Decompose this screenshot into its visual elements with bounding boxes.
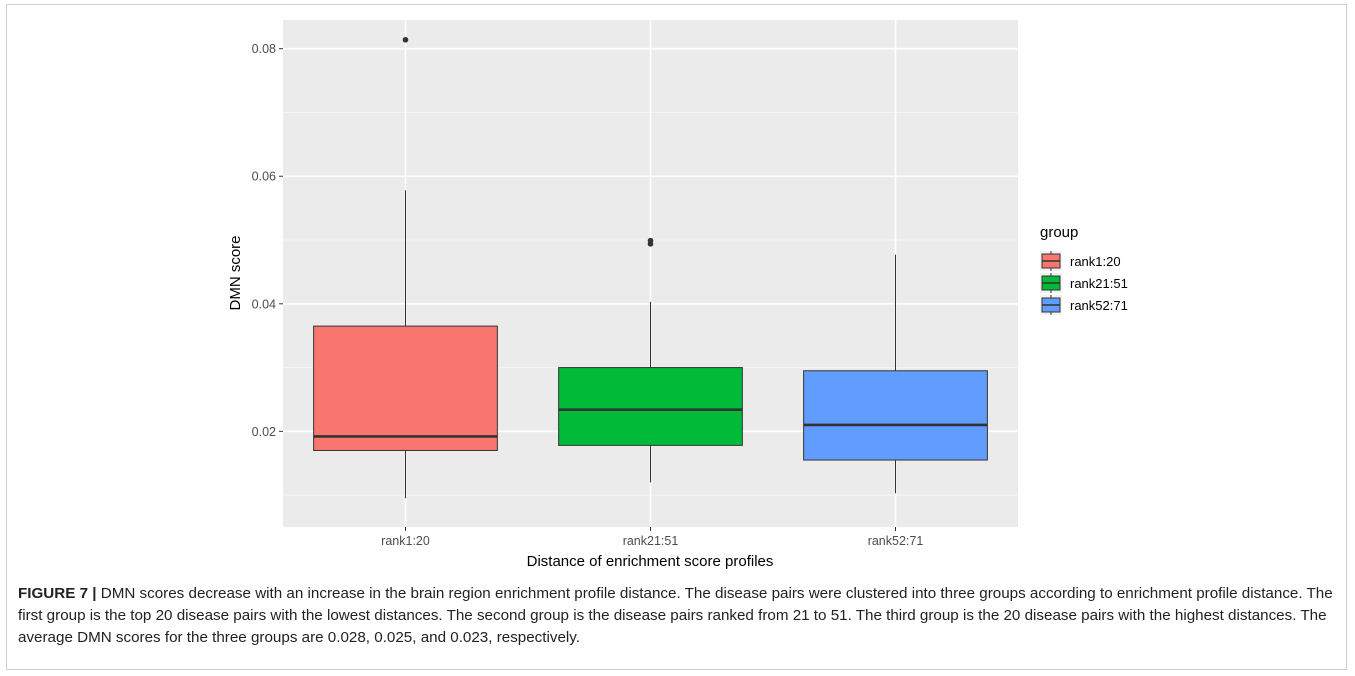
figure-frame [6, 4, 1347, 670]
y-axis-ticks: 0.02 0.04 0.06 0.08 [252, 42, 283, 439]
x-axis-title: Distance of enrichment score profiles [527, 553, 774, 570]
y-axis-title: DMN score [227, 235, 244, 310]
box-body [313, 325, 498, 451]
x-tick-label: rank21:51 [623, 534, 679, 548]
legend-title: group [1040, 224, 1078, 241]
y-tick-label: 0.08 [252, 42, 276, 56]
legend-items: rank1:20 rank21:51 rank52:71 [1040, 251, 1128, 315]
caption-label: FIGURE 7 | [18, 585, 97, 602]
legend-label: rank1:20 [1070, 254, 1121, 269]
x-tick-label: rank1:20 [381, 534, 430, 548]
legend-label: rank52:71 [1070, 298, 1128, 313]
figure-caption: FIGURE 7 | DMN scores decrease with an i… [18, 583, 1338, 649]
x-tick-label: rank52:71 [868, 534, 924, 548]
box-rank21:51 [558, 237, 743, 483]
x-axis-ticks: rank1:20 rank21:51 rank52:71 [381, 527, 923, 548]
legend-item-rank21:51: rank21:51 [1040, 273, 1128, 293]
outlier-point [402, 36, 409, 43]
box-body [558, 367, 743, 446]
box-rank52:71 [803, 254, 988, 494]
outlier-point [647, 237, 654, 244]
caption-text: DMN scores decrease with an increase in … [18, 585, 1333, 646]
legend-item-rank52:71: rank52:71 [1040, 295, 1128, 315]
y-tick-label: 0.04 [252, 297, 276, 311]
box-plot-chart: 0.02 0.04 0.06 0.08 rank1:20 rank21:51 rank52… [227, 20, 1128, 570]
legend-item-rank1:20: rank1:20 [1040, 251, 1121, 271]
y-tick-label: 0.06 [252, 170, 276, 184]
legend-label: rank21:51 [1070, 276, 1128, 291]
legend: group rank1:20 rank21:51 rank52:71 [1040, 224, 1128, 315]
boxes [313, 36, 988, 499]
y-tick-label: 0.02 [252, 425, 276, 439]
box-rank1:20 [313, 36, 498, 499]
box-body [803, 370, 988, 461]
